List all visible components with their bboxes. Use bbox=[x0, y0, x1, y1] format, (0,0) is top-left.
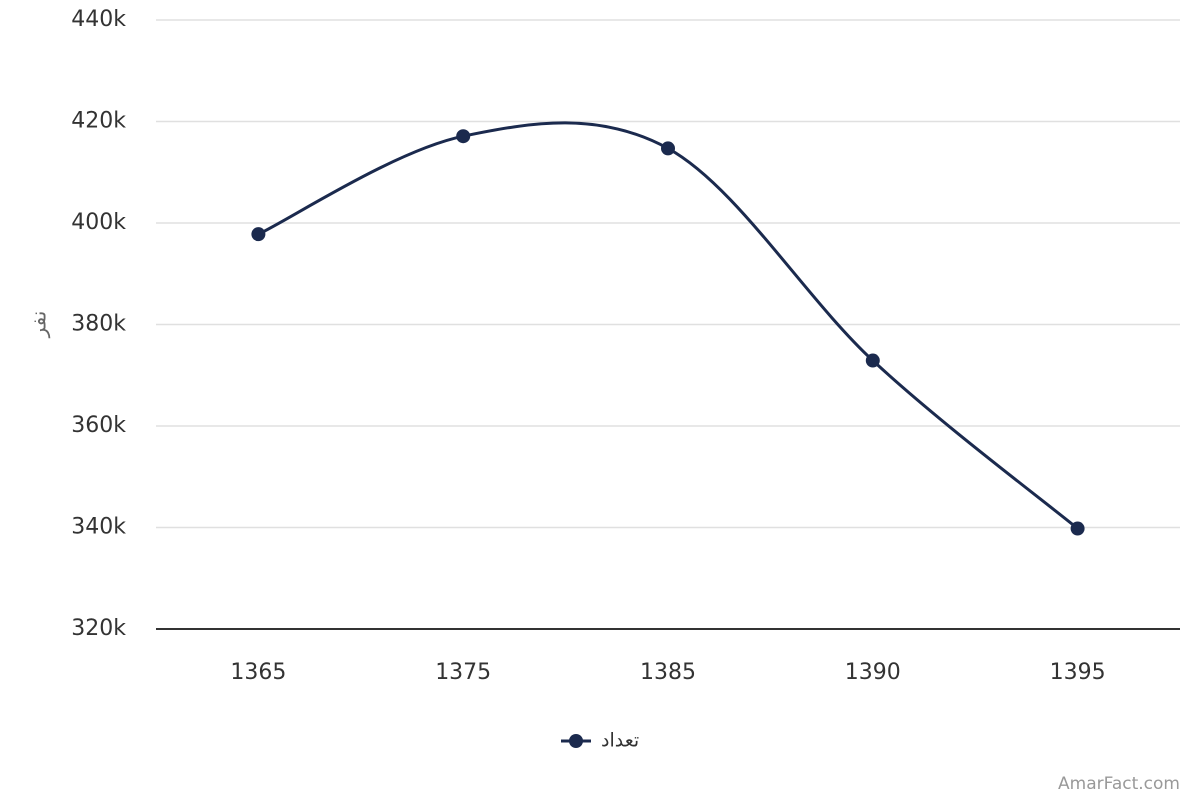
y-tick-label: 320k bbox=[71, 616, 126, 641]
y-tick-label: 380k bbox=[71, 312, 126, 337]
y-tick-label: 420k bbox=[71, 109, 126, 134]
legend-label[interactable]: تعداد bbox=[601, 730, 639, 752]
y-tick-label: 400k bbox=[71, 210, 126, 235]
x-tick-label: 1375 bbox=[435, 660, 491, 685]
y-tick-label: 340k bbox=[71, 515, 126, 540]
credit[interactable]: AmarFact.com bbox=[1058, 774, 1180, 794]
legend-marker bbox=[569, 734, 583, 748]
point bbox=[456, 129, 471, 144]
x-tick-label: 1390 bbox=[845, 660, 901, 685]
point bbox=[865, 353, 880, 368]
point bbox=[661, 141, 675, 156]
x-tick-label: 1365 bbox=[230, 660, 286, 685]
point bbox=[251, 227, 266, 242]
y-tick-label: 360k bbox=[71, 413, 126, 438]
y-tick-label: 440k bbox=[71, 7, 126, 32]
line bbox=[257, 121, 1079, 530]
x-tick-label: 1395 bbox=[1050, 660, 1106, 685]
point bbox=[1070, 521, 1085, 536]
x-tick-label: 1385 bbox=[640, 660, 696, 685]
y-axis-label: نفر bbox=[27, 311, 51, 339]
